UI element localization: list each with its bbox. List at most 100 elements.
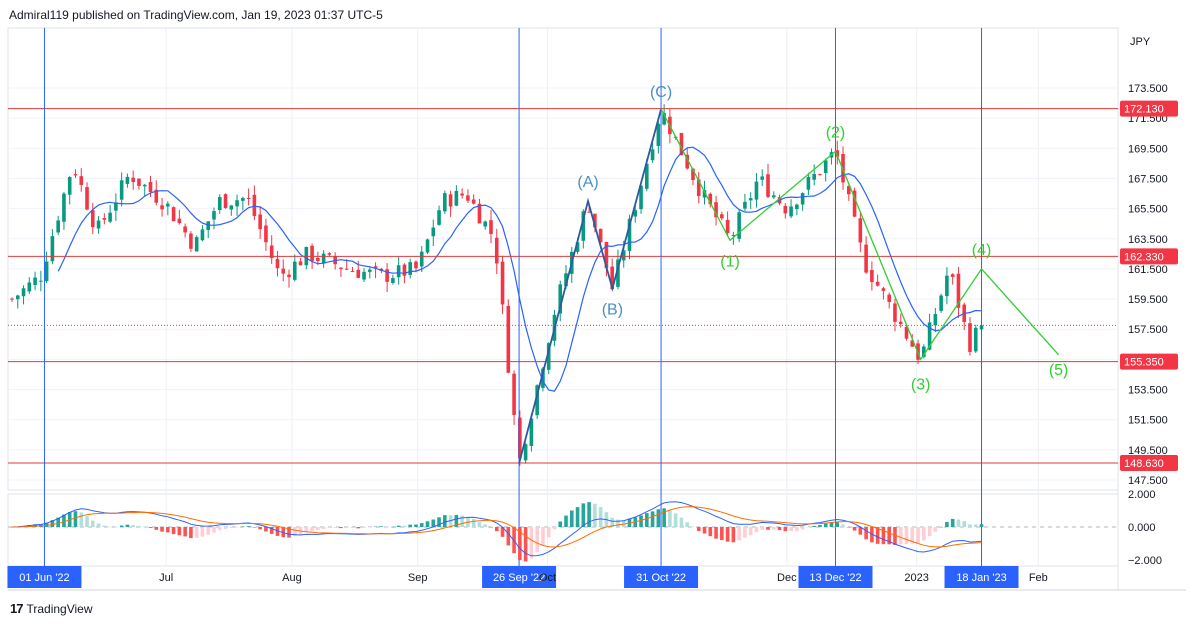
macd-hist-bar <box>760 527 765 530</box>
macd-hist-bar <box>771 527 776 530</box>
macd-hist-bar <box>298 527 303 535</box>
price-tick-label: 173.500 <box>1128 83 1168 95</box>
macd-hist-bar <box>714 527 718 539</box>
ma-label: MA (9, close, 0, SMA, 5) <box>18 52 137 64</box>
candle-body <box>131 177 135 183</box>
candle-body <box>939 295 943 311</box>
candle-body <box>39 280 43 282</box>
macd-hist-bar <box>321 527 326 529</box>
candle-body <box>725 219 730 234</box>
candle-body <box>137 178 141 186</box>
candle-body <box>217 197 222 211</box>
candle-body <box>881 288 886 291</box>
candle-body <box>316 257 320 261</box>
symbol-legend[interactable]: British Pound / Japanese Yen, 1D, FXCM O… <box>18 34 506 46</box>
candle-body <box>477 203 482 224</box>
macd-hist-bar <box>795 527 799 531</box>
macd-hist-bar <box>269 527 274 534</box>
candle-body <box>96 220 101 229</box>
macd-hist-bar <box>593 503 597 527</box>
candle-body <box>368 269 372 272</box>
macd-hist-bar <box>15 526 20 528</box>
macd-tick-label: −2.000 <box>1128 555 1162 567</box>
candle-body <box>777 197 782 204</box>
candle-body <box>27 282 32 292</box>
candle-body <box>402 264 407 276</box>
macd-label: MACD (12, 26, close, 9, EMA, EMA) <box>18 502 196 514</box>
macd-hist-bar <box>62 514 66 527</box>
macd-hist-bar <box>708 527 713 537</box>
candles-group <box>10 104 984 466</box>
tradingview-logo[interactable]: 17 TradingView <box>10 601 93 616</box>
level-label: 162.330 <box>1124 251 1164 263</box>
macd-hist-bar <box>483 524 488 527</box>
macd-hist-bar <box>945 521 949 527</box>
macd-hist-bar <box>194 527 199 538</box>
macd-hist-bar <box>119 525 124 527</box>
candle-body <box>662 113 666 125</box>
ma-legend[interactable]: MA (9, close, 0, SMA, 5) 158.554 <box>18 52 179 64</box>
macd-hist-bar <box>402 525 407 527</box>
ohlc-values: O159.062 H159.124 L157.564 C157.754 −1.3… <box>222 34 507 46</box>
macd-hist-bar <box>558 521 563 527</box>
candle-body <box>771 195 776 198</box>
macd-hist-bar <box>125 524 130 527</box>
macd-hist-bar <box>512 527 516 554</box>
candle-body <box>685 154 690 169</box>
candle-body <box>246 198 251 200</box>
price-tick-label: 155.500 <box>1128 354 1168 366</box>
candle-body <box>437 210 441 225</box>
candle-body <box>269 245 274 259</box>
candle-body <box>229 205 234 210</box>
macd-hist-bar <box>933 527 938 532</box>
candle-body <box>194 237 199 252</box>
macd-hist-bar <box>316 527 320 531</box>
macd-hist-bar <box>858 527 863 535</box>
candle-body <box>183 226 187 233</box>
candle-body <box>910 340 915 347</box>
macd-hist-bar <box>627 518 632 527</box>
candle-body <box>287 274 291 278</box>
macd-legend[interactable]: MACD (12, 26, close, 9, EMA, EMA) 0.104 … <box>18 502 300 514</box>
candle-body <box>691 168 695 181</box>
macd-hist-bar <box>743 527 747 538</box>
macd-hist-bar <box>425 521 430 527</box>
price-tick-label: 171.500 <box>1128 113 1168 125</box>
date-tag-label: 01 Jun '22 <box>19 572 69 584</box>
candle-body <box>627 218 632 251</box>
macd-hist-bar <box>373 526 378 528</box>
candle-body <box>10 298 14 300</box>
candle-body <box>67 177 72 195</box>
wave-label-1: (1) <box>720 253 740 270</box>
candle-body <box>102 218 107 220</box>
candle-body <box>448 194 453 207</box>
macd-hist-bar <box>235 527 239 528</box>
candle-body <box>252 194 257 216</box>
macd-hist-bar <box>494 527 499 532</box>
macd-hist-bar <box>645 513 649 527</box>
macd-hist-bar <box>864 527 868 540</box>
candle-body <box>852 190 857 217</box>
candle-body <box>62 193 66 222</box>
candle-body <box>166 203 170 207</box>
candle-body <box>396 265 401 278</box>
published-by-text: Admiral119 published on TradingView.com,… <box>9 8 383 22</box>
candle-body <box>200 229 205 241</box>
candle-body <box>552 314 557 341</box>
price-tick-label: 159.500 <box>1128 294 1168 306</box>
macd-tick-label: 2.000 <box>1128 489 1156 501</box>
price-tick-label: 149.500 <box>1128 445 1168 457</box>
macd-hist-bar <box>385 526 389 528</box>
level-tag <box>1120 353 1178 370</box>
wave-12345-line <box>660 108 1060 361</box>
candle-body <box>604 241 609 269</box>
candle-body <box>408 262 412 275</box>
macd-hist-bar <box>304 527 309 533</box>
date-tag-label: 18 Jan '23 <box>956 572 1006 584</box>
macd-hist-bar <box>344 527 349 529</box>
candle-body <box>650 149 655 161</box>
macd-hist-bar <box>569 510 574 527</box>
price-tick-label: 167.500 <box>1128 173 1168 185</box>
